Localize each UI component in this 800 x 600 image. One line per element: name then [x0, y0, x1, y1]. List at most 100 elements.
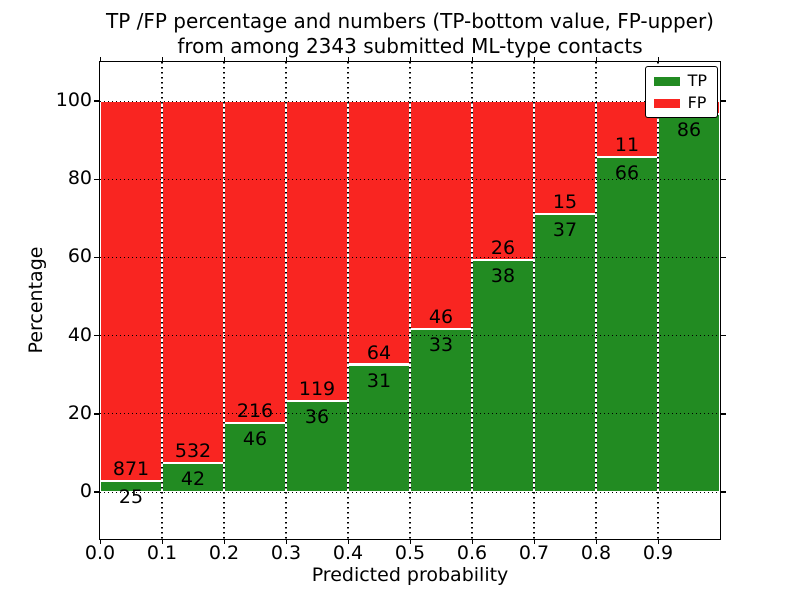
- gridline-vertical: [533, 62, 535, 539]
- x-tick-top: [595, 57, 597, 62]
- gridline-vertical: [471, 62, 473, 539]
- bar-tp-count-label: 46: [242, 428, 268, 451]
- y-tick-label: 100: [55, 89, 92, 112]
- x-tick: [471, 539, 473, 544]
- bar-fp-segment: [224, 101, 286, 424]
- bar-tp-segment: [472, 259, 534, 493]
- bar-tp-segment: [286, 401, 348, 493]
- gridline-horizontal: [100, 413, 720, 415]
- y-tick: [94, 100, 100, 102]
- y-tick-right: [720, 178, 726, 180]
- gridline-vertical: [409, 62, 411, 539]
- x-tick-top: [285, 57, 287, 62]
- gridline-vertical: [285, 62, 287, 539]
- legend-swatch-fp: [653, 98, 680, 108]
- y-tick-right: [720, 335, 726, 337]
- x-tick-label: 0.2: [208, 542, 240, 564]
- x-tick-top: [161, 57, 163, 62]
- x-tick: [223, 539, 225, 544]
- y-tick: [94, 413, 100, 415]
- y-tick: [94, 335, 100, 337]
- gridline-horizontal: [100, 491, 720, 493]
- y-tick-right: [720, 413, 726, 415]
- legend-item-fp: FP: [653, 93, 707, 112]
- y-tick-label: 20: [67, 401, 92, 424]
- x-tick-label: 0.4: [332, 542, 364, 564]
- y-tick: [94, 256, 100, 259]
- y-tick-right: [720, 256, 726, 259]
- bar-tp-segment: [534, 213, 596, 493]
- x-tick-label: 0.7: [518, 542, 550, 564]
- bar-tp-count-label: 33: [428, 333, 454, 356]
- x-tick: [409, 539, 411, 544]
- x-tick-label: 0.9: [642, 542, 674, 564]
- bar-fp-segment: [286, 101, 348, 402]
- bar-tp-count-label: 42: [180, 468, 206, 491]
- x-tick-top: [223, 57, 225, 62]
- gridline-horizontal: [100, 256, 720, 258]
- gridline-vertical: [161, 62, 163, 539]
- x-tick: [595, 539, 597, 544]
- gridline-horizontal: [100, 335, 720, 337]
- bar-fp-segment: [100, 101, 162, 482]
- bar-fp-count-label: 64: [366, 341, 392, 364]
- x-tick-top: [533, 57, 535, 62]
- bar-tp-segment: [658, 114, 720, 493]
- gridline-horizontal: [100, 100, 720, 102]
- bar-tp-count-label: 36: [304, 406, 330, 429]
- x-tick-top: [657, 57, 659, 62]
- bar-fp-count-label: 119: [298, 378, 336, 401]
- x-tick-label: 0.0: [84, 542, 116, 564]
- chart-title-line2: from among 2343 submitted ML-type contac…: [177, 34, 643, 58]
- x-tick-top: [99, 57, 101, 62]
- legend-item-tp: TP: [653, 73, 707, 89]
- bar-tp-count-label: 66: [614, 161, 640, 184]
- bar-fp-count-label: 216: [236, 400, 274, 423]
- bar-fp-segment: [348, 101, 410, 365]
- x-tick: [161, 539, 163, 544]
- chart-title: TP /FP percentage and numbers (TP-bottom…: [100, 9, 720, 59]
- plot-area: TP FP 871 25 0.0 532 42 0.1 216 46 0.2 119 36 0.3 64…: [56, 57, 726, 563]
- x-tick-label: 0.3: [270, 542, 302, 564]
- x-axis-label: Predicted probability: [311, 564, 509, 586]
- bar-fp-count-label: 11: [614, 133, 640, 156]
- x-tick: [347, 539, 349, 544]
- y-tick-label: 0: [79, 480, 92, 503]
- x-tick-label: 0.1: [146, 542, 178, 564]
- y-tick-label: 80: [67, 167, 92, 190]
- chart-title-line1: TP /FP percentage and numbers (TP-bottom…: [106, 9, 714, 33]
- x-tick-label: 0.6: [456, 542, 488, 564]
- bar-tp-segment: [162, 463, 224, 493]
- legend-label-fp: FP: [687, 93, 707, 112]
- x-tick-top: [409, 57, 411, 62]
- legend-swatch-tp: [653, 76, 680, 86]
- y-tick-right: [720, 491, 726, 493]
- x-tick: [533, 539, 535, 544]
- bar-fp-count-label: 532: [174, 440, 212, 463]
- y-tick: [94, 491, 100, 493]
- x-tick-top: [471, 57, 473, 62]
- bar-tp-count-label: 38: [490, 264, 516, 287]
- y-tick-label: 60: [67, 245, 92, 268]
- bar-fp-count-label: 46: [428, 305, 454, 328]
- gridline-vertical: [347, 62, 349, 539]
- legend: TP FP: [644, 66, 718, 118]
- bar-fp-count-label: 26: [490, 236, 516, 259]
- gridline-horizontal: [100, 178, 720, 180]
- x-tick-label: 0.5: [394, 542, 426, 564]
- bar-tp-count-label: 25: [118, 486, 144, 509]
- x-tick-top: [347, 57, 349, 62]
- y-tick-label: 40: [67, 323, 92, 346]
- x-tick: [99, 539, 101, 544]
- gridline-vertical: [223, 62, 225, 539]
- x-tick: [285, 539, 287, 544]
- bar-fp-segment: [410, 101, 472, 329]
- bar-fp-count-label: 871: [112, 458, 150, 481]
- bar-tp-segment: [596, 156, 658, 493]
- y-tick-right: [720, 100, 726, 102]
- bar-tp-count-label: 86: [676, 119, 702, 142]
- bar-tp-count-label: 31: [366, 369, 392, 392]
- x-tick-label: 0.8: [580, 542, 612, 564]
- bar-fp-count-label: 15: [552, 190, 578, 213]
